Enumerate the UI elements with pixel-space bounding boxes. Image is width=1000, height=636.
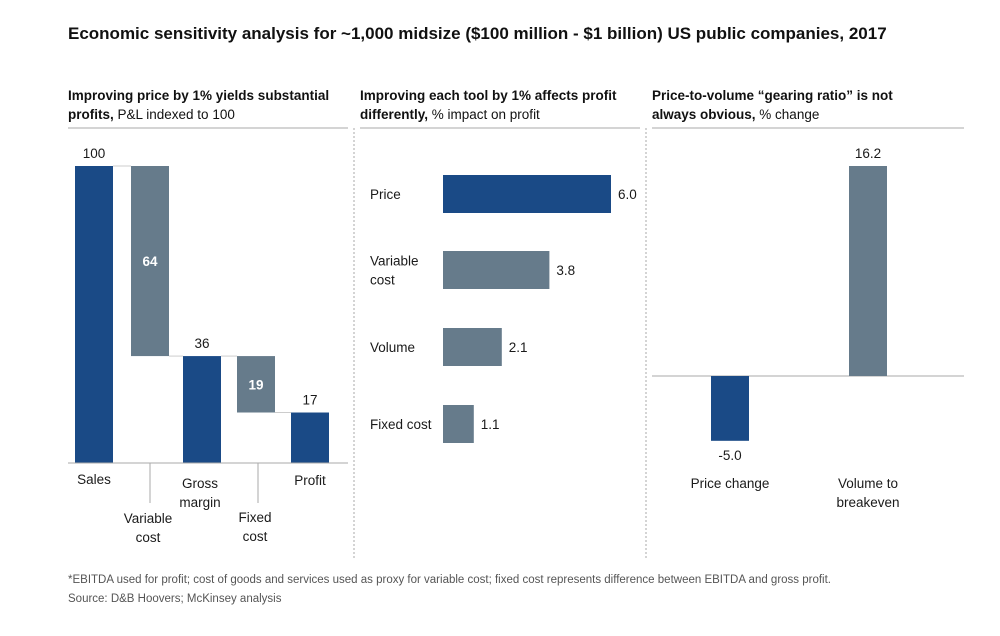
waterfall-category-label: Gross xyxy=(182,476,218,491)
hbar-value-label: 2.1 xyxy=(509,340,528,355)
gearing-bar xyxy=(711,376,749,441)
waterfall-category-label: cost xyxy=(136,530,161,545)
panel1-title: Improving price by 1% yields substantial… xyxy=(68,86,348,124)
footnote-text: *EBITDA used for profit; cost of goods a… xyxy=(68,574,832,586)
footnote-block: *EBITDA used for profit; cost of goods a… xyxy=(68,571,831,609)
panel1-title-bold: Improving price by 1% yields substantial… xyxy=(68,88,330,122)
panel3-title-normal: % change xyxy=(755,107,820,122)
hbar-category-label: Fixed cost xyxy=(370,417,432,432)
panel2-title-bold: Improving each tool by 1% affects profit… xyxy=(360,88,617,122)
waterfall-bar xyxy=(183,356,221,463)
hbar xyxy=(443,251,550,289)
waterfall-value-label: 64 xyxy=(142,254,158,269)
gearing-value-label: 16.2 xyxy=(855,146,881,161)
gearing-category-label: Price change xyxy=(691,476,770,491)
hbar-value-label: 3.8 xyxy=(556,263,575,278)
gearing-value-label: -5.0 xyxy=(718,448,741,463)
hbar-value-label: 6.0 xyxy=(618,187,637,202)
gearing-category-label: Volume to xyxy=(838,476,898,491)
panel3-title-bold: Price-to-volume “gearing ratio” is not a… xyxy=(652,88,893,122)
gearing-bar xyxy=(849,166,887,376)
waterfall-value-label: 19 xyxy=(248,377,263,392)
gearing-category-label: breakeven xyxy=(836,495,899,510)
waterfall-value-label: 17 xyxy=(302,393,317,408)
figure-title: Economic sensitivity analysis for ~1,000… xyxy=(68,24,887,43)
hbar xyxy=(443,405,474,443)
waterfall-category-label: Sales xyxy=(77,472,111,487)
waterfall-category-label: Variable xyxy=(124,511,173,526)
waterfall-bar xyxy=(291,412,329,463)
waterfall-category-label: cost xyxy=(243,529,268,544)
waterfall-bar xyxy=(237,356,275,413)
hbar-category-label: Price xyxy=(370,187,401,202)
waterfall-category-label: Profit xyxy=(294,473,326,488)
hbar-value-label: 1.1 xyxy=(481,417,500,432)
hbar-category-label: cost xyxy=(370,273,395,288)
panel2-title-normal: % impact on profit xyxy=(428,107,540,122)
hbar xyxy=(443,175,611,213)
hbar-category-label: Variable xyxy=(370,254,419,269)
hbar xyxy=(443,328,502,366)
waterfall-category-label: margin xyxy=(179,495,220,510)
waterfall-category-label: Fixed xyxy=(238,510,271,525)
waterfall-bar xyxy=(131,166,169,357)
source-text: Source: D&B Hoovers; McKinsey analysis xyxy=(68,593,282,605)
waterfall-value-label: 36 xyxy=(194,336,209,351)
panel1-title-normal: P&L indexed to 100 xyxy=(113,107,235,122)
waterfall-bar xyxy=(75,166,113,463)
hbar-category-label: Volume xyxy=(370,340,415,355)
panel2-title: Improving each tool by 1% affects profit… xyxy=(360,86,640,124)
waterfall-value-label: 100 xyxy=(83,146,106,161)
panel3-title: Price-to-volume “gearing ratio” is not a… xyxy=(652,86,922,124)
